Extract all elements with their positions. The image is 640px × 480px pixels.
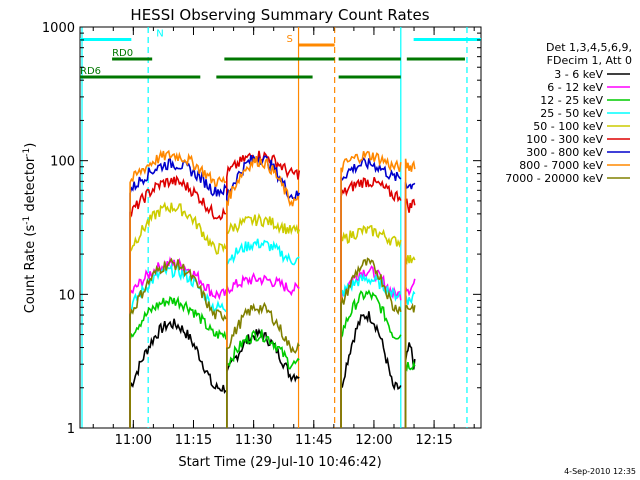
y-label-main: Count Rate (s xyxy=(23,225,38,314)
x-axis: 11:00 11:15 11:30 11:45 12:00 12:15 xyxy=(92,27,475,448)
y-tick-label: 1 xyxy=(67,422,75,437)
legend-entry-label: 25 - 50 keV xyxy=(540,107,603,120)
y-tick-label: 100 xyxy=(50,155,75,170)
legend-entry-label: 3 - 6 keV xyxy=(554,68,603,81)
legend-entry-label: 6 - 12 keV xyxy=(547,81,603,94)
series-line-5 xyxy=(340,177,402,428)
x-tick-label: 12:00 xyxy=(355,433,392,448)
series-line-0 xyxy=(129,318,227,428)
y-tick-label: 1000 xyxy=(42,21,75,36)
series-line-1 xyxy=(226,272,300,428)
y-label-mid: detector xyxy=(23,156,38,216)
series-line-7 xyxy=(340,150,402,428)
legend-entry-label: 7000 - 20000 keV xyxy=(505,172,603,185)
series-line-1 xyxy=(129,256,227,428)
y-label-sup1: -1 xyxy=(22,216,32,225)
legend-entry-label: 12 - 25 keV xyxy=(540,94,603,107)
series-line-4 xyxy=(226,212,301,428)
series-line-3 xyxy=(226,238,300,428)
legend-entry-label: 50 - 100 keV xyxy=(533,120,603,133)
x-tick-label: 11:30 xyxy=(235,433,272,448)
y-axis: 1 10 100 1000 xyxy=(42,21,481,437)
series-line-4 xyxy=(129,201,227,428)
series-line-1 xyxy=(340,265,402,428)
y-axis-label: Count Rate (s-1 detector-1) xyxy=(22,143,38,314)
series-line-2 xyxy=(129,295,227,428)
flag-bars: N S RD0 RD6 xyxy=(80,29,481,79)
series-line-5 xyxy=(129,174,227,428)
series-layer xyxy=(129,149,416,428)
chart-title: HESSI Observing Summary Count Rates xyxy=(130,6,429,24)
flag-label-rd0: RD0 xyxy=(112,48,133,59)
legend-entry-label: 800 - 7000 keV xyxy=(519,159,603,172)
series-line-4 xyxy=(340,224,402,428)
series-line-7 xyxy=(226,155,300,428)
footer-date: 4-Sep-2010 12:35 xyxy=(564,467,636,476)
legend-entry-label: 100 - 300 keV xyxy=(526,133,603,146)
series-line-2 xyxy=(404,360,416,428)
vertical-markers xyxy=(81,27,468,428)
series-line-6 xyxy=(129,157,227,428)
y-label-end: ) xyxy=(23,143,38,148)
series-line-8 xyxy=(404,302,416,428)
series-line-0 xyxy=(340,311,402,428)
legend: Det 1,3,4,5,6,9, FDecim 1, Att 0 3 - 6 k… xyxy=(505,41,632,185)
plot-frame xyxy=(79,26,482,429)
x-tick-label: 11:00 xyxy=(115,433,152,448)
legend-entry-label: 300 - 800 keV xyxy=(526,146,603,159)
series-line-6 xyxy=(340,157,402,428)
series-line-5 xyxy=(226,150,301,428)
series-line-8 xyxy=(226,301,300,428)
series-line-0 xyxy=(404,342,416,428)
y-label-sup2: -1 xyxy=(22,148,32,157)
series-line-5 xyxy=(404,198,416,428)
x-axis-label: Start Time (29-Jul-10 10:46:42) xyxy=(178,455,381,470)
series-line-2 xyxy=(226,329,300,428)
flag-label-s: S xyxy=(287,34,293,45)
x-tick-label: 11:45 xyxy=(295,433,332,448)
series-line-7 xyxy=(129,149,227,428)
series-line-4 xyxy=(404,254,416,428)
series-line-6 xyxy=(226,154,301,428)
series-line-7 xyxy=(404,158,416,428)
flag-label-rd6: RD6 xyxy=(80,66,101,77)
legend-header-2: FDecim 1, Att 0 xyxy=(547,54,632,67)
flag-label-n: N xyxy=(156,29,163,40)
x-tick-label: 11:15 xyxy=(175,433,212,448)
x-tick-label: 12:15 xyxy=(415,433,452,448)
series-line-2 xyxy=(340,289,402,428)
series-line-8 xyxy=(340,257,402,428)
legend-header-1: Det 1,3,4,5,6,9, xyxy=(546,41,632,54)
series-line-8 xyxy=(129,257,227,428)
y-tick-label: 10 xyxy=(58,288,75,303)
